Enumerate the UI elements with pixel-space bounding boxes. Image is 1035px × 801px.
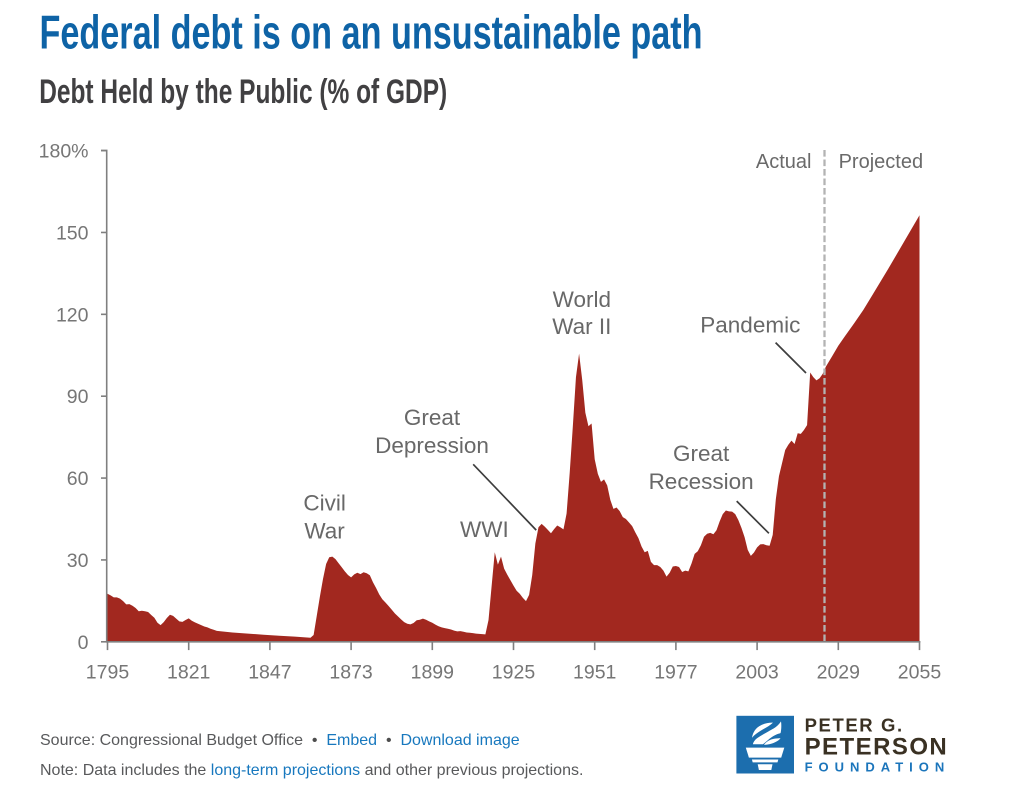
svg-text:Federal debt is on an unsustai: Federal debt is on an unsustainable path [40,6,703,59]
svg-text:Projected: Projected [839,151,924,173]
svg-text:90: 90 [67,386,89,408]
svg-text:2003: 2003 [735,661,778,683]
svg-text:1951: 1951 [573,661,616,683]
svg-text:Civil: Civil [303,491,346,516]
svg-text:War: War [304,519,345,544]
svg-text:WWI: WWI [460,517,509,542]
svg-text:PETER G.: PETER G. [805,715,904,736]
svg-text:1795: 1795 [86,661,130,683]
svg-text:1873: 1873 [329,661,372,683]
svg-text:Pandemic: Pandemic [700,312,800,337]
svg-text:War II: War II [552,314,611,339]
svg-text:180%: 180% [39,141,89,163]
svg-text:Great: Great [673,441,730,466]
svg-text:PETERSON: PETERSON [805,734,949,761]
svg-text:2055: 2055 [898,661,942,683]
svg-text:2029: 2029 [817,661,860,683]
svg-text:Actual: Actual [756,151,812,173]
svg-text:1847: 1847 [248,661,291,683]
svg-text:0: 0 [78,632,89,654]
svg-text:1977: 1977 [654,661,697,683]
svg-text:Debt Held by the Public (% of: Debt Held by the Public (% of GDP) [39,73,447,111]
svg-text:FOUNDATION: FOUNDATION [805,760,951,775]
svg-text:150: 150 [56,222,89,244]
svg-text:Depression: Depression [375,433,489,458]
svg-text:1821: 1821 [167,661,210,683]
svg-text:1899: 1899 [411,661,454,683]
svg-text:World: World [553,287,611,312]
svg-text:120: 120 [56,304,89,326]
svg-text:1925: 1925 [492,661,536,683]
svg-text:Recession: Recession [649,469,754,494]
svg-text:30: 30 [67,550,89,572]
svg-text:60: 60 [67,468,89,490]
svg-text:Great: Great [404,405,461,430]
